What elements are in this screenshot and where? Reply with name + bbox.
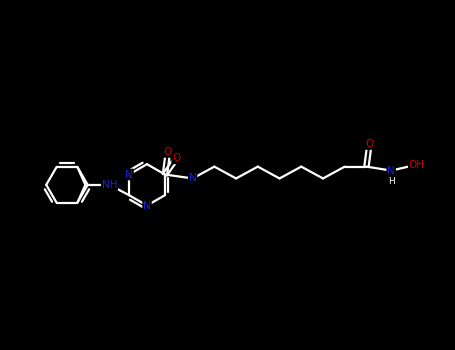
Text: O: O	[172, 153, 181, 163]
Text: N: N	[125, 169, 133, 180]
Text: N: N	[143, 201, 151, 210]
Text: N: N	[387, 166, 395, 176]
Text: O: O	[365, 139, 374, 149]
Text: H: H	[388, 177, 394, 186]
Text: N: N	[189, 174, 197, 183]
Text: O: O	[164, 147, 172, 157]
Text: NH: NH	[102, 180, 117, 190]
Text: OH: OH	[409, 160, 425, 170]
